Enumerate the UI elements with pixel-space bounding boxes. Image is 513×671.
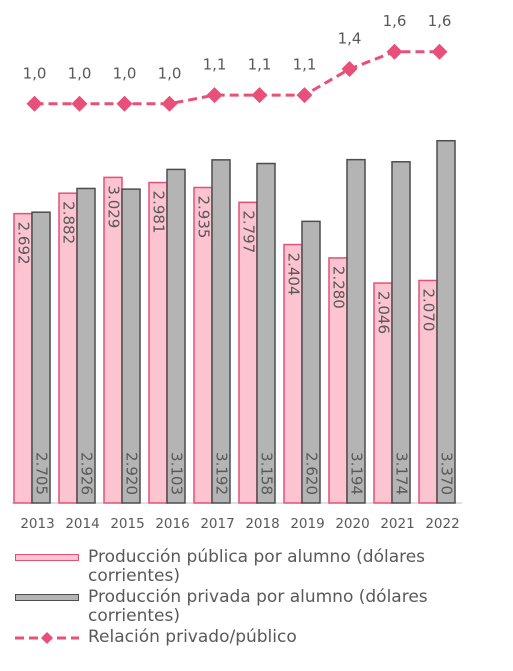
data-label: 1,6: [428, 12, 452, 30]
line-marker: [296, 87, 313, 104]
x-tick-label: 2022: [425, 516, 459, 532]
x-tick-label: 2016: [155, 516, 189, 532]
data-label: 3.029: [105, 185, 123, 228]
legend-swatch: [15, 594, 79, 601]
data-label: 1,0: [68, 64, 92, 82]
data-label: 1,1: [203, 56, 227, 74]
line-marker: [251, 87, 268, 104]
legend-label: Producción privada por alumno (dólares c…: [88, 587, 428, 626]
line-marker: [341, 61, 358, 78]
x-tick-label: 2020: [335, 516, 369, 532]
line: [34, 50, 440, 106]
line-marker: [161, 95, 178, 112]
bar: [211, 159, 231, 504]
data-label: 1,1: [248, 56, 272, 74]
legend-swatch: [15, 554, 79, 561]
bar: [166, 168, 186, 504]
line-marker: [71, 95, 88, 112]
x-tick-label: 2014: [65, 516, 99, 532]
legend-item: Relación privado/público: [0, 628, 508, 647]
data-label: 3.174: [393, 452, 411, 495]
data-label: 1,0: [23, 64, 47, 82]
legend: Producción pública por alumno (dólares c…: [0, 548, 513, 649]
data-label: 2.926: [78, 452, 96, 495]
data-label: 2.882: [60, 201, 78, 244]
data-label: 2.404: [285, 253, 303, 296]
data-label: 1,0: [158, 64, 182, 82]
data-label: 2.070: [420, 288, 438, 331]
x-tick-label: 2013: [20, 516, 54, 532]
x-tick-label: 2017: [200, 516, 234, 532]
data-label: 2.935: [195, 195, 213, 238]
bar: [346, 158, 366, 504]
data-label: 3.192: [213, 452, 231, 495]
legend-item: Producción privada por alumno (dólares c…: [0, 588, 508, 626]
data-label: 1,0: [113, 64, 137, 82]
legend-item: Producción pública por alumno (dólares c…: [0, 548, 508, 586]
bar: [76, 187, 96, 504]
data-label: 2.705: [33, 452, 51, 495]
legend-swatch: [15, 631, 79, 645]
bar: [256, 162, 276, 504]
x-tick-label: 2018: [245, 516, 279, 532]
line-marker: [26, 95, 43, 112]
data-label: 3.103: [168, 452, 186, 495]
line-marker: [386, 43, 403, 60]
legend-label: Producción pública por alumno (dólares c…: [88, 547, 426, 586]
chart: 2013 2014 2015 2016 2017 2018 2019 2020 2021 2022…: [12, 12, 462, 532]
data-label: 3.370: [438, 452, 456, 495]
x-tick-label: 2019: [290, 516, 324, 532]
line-marker: [206, 87, 223, 104]
data-label: 2.620: [303, 452, 321, 495]
data-label: 1,4: [338, 30, 362, 48]
data-label: 2.981: [150, 191, 168, 234]
data-label: 3.158: [258, 452, 276, 495]
x-tick-label: 2015: [110, 516, 144, 532]
data-label: 1,1: [293, 56, 317, 74]
legend-label: Relación privado/público: [88, 627, 297, 647]
data-label: 2.046: [375, 291, 393, 334]
bar: [121, 188, 141, 504]
data-label: 2.692: [15, 222, 33, 265]
data-label: 2.280: [330, 266, 348, 309]
data-label: 2.797: [240, 210, 258, 253]
data-label: 1,6: [383, 12, 407, 30]
data-label: 2.920: [123, 452, 141, 495]
line-marker: [116, 95, 133, 112]
bar: [31, 211, 51, 504]
x-tick-label: 2021: [380, 516, 414, 532]
bar: [391, 161, 411, 504]
data-label: 3.194: [348, 452, 366, 495]
bar: [436, 139, 456, 504]
bar: [301, 220, 321, 504]
legend-line: [15, 632, 79, 644]
line-marker: [431, 43, 448, 60]
